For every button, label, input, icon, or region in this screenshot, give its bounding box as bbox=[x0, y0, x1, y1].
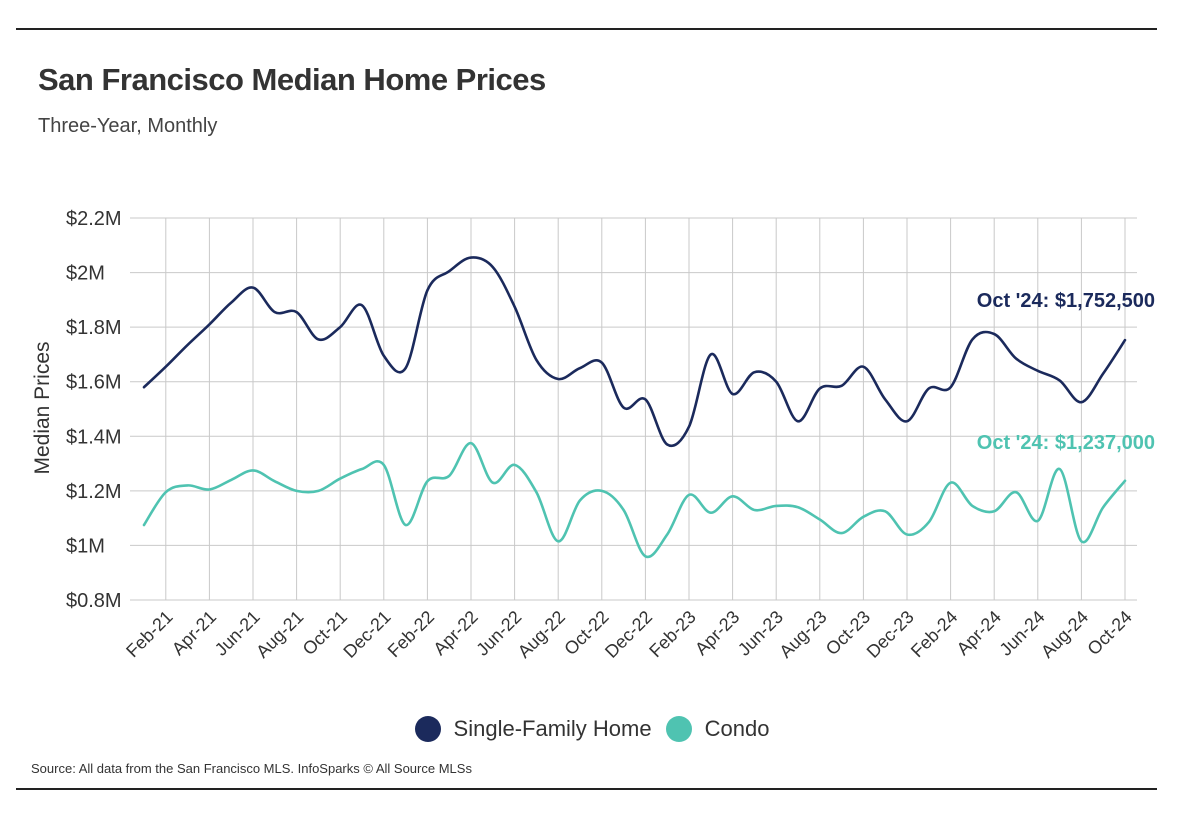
y-tick-label: $1.2M bbox=[66, 481, 122, 503]
x-tick-label: Dec-23 bbox=[863, 607, 918, 662]
annotations: Oct '24: $1,752,500 Oct '24: $1,237,000 bbox=[977, 290, 1155, 454]
bottom-rule bbox=[16, 788, 1157, 790]
x-tick-label: Oct-24 bbox=[1083, 607, 1135, 659]
x-tick-label: Aug-24 bbox=[1037, 607, 1092, 662]
x-tick-label: Aug-23 bbox=[775, 607, 830, 662]
series-line-condo bbox=[142, 441, 1127, 559]
x-tick-label: Aug-21 bbox=[252, 607, 307, 662]
x-tick-label: Feb-23 bbox=[645, 607, 699, 661]
chart-title: San Francisco Median Home Prices bbox=[38, 62, 546, 97]
source-note: Source: All data from the San Francisco … bbox=[31, 761, 472, 776]
series-line-single-family-home bbox=[142, 256, 1127, 448]
line-chart: $0.8M $1M $1.2M $1.4M $1.6M $1.8M $2M $2.2M Feb… bbox=[31, 208, 1155, 662]
y-tick-label: $0.8M bbox=[66, 590, 122, 612]
y-tick-label: $1.4M bbox=[66, 426, 122, 448]
y-tick-label: $2.2M bbox=[66, 208, 122, 230]
y-tick-label: $1.6M bbox=[66, 372, 122, 394]
legend: Single-Family Home Condo bbox=[0, 716, 1184, 742]
x-tick-label: Apr-23 bbox=[691, 607, 743, 659]
x-tick-label: Aug-22 bbox=[514, 607, 569, 662]
legend-label-condo: Condo bbox=[704, 716, 770, 741]
legend-item-condo: Condo bbox=[665, 716, 770, 742]
x-tick-label: Feb-21 bbox=[122, 607, 176, 661]
y-tick-label: $1M bbox=[66, 535, 105, 557]
y-tick-label: $2M bbox=[66, 263, 105, 285]
series-lines bbox=[142, 256, 1127, 559]
legend-swatch-condo bbox=[665, 716, 692, 742]
y-axis-ticks: $0.8M $1M $1.2M $1.4M $1.6M $1.8M $2M $2.2M bbox=[66, 208, 122, 612]
x-tick-label: Apr-24 bbox=[953, 607, 1005, 659]
x-tick-label: Apr-22 bbox=[429, 607, 481, 659]
gridlines bbox=[130, 217, 1137, 601]
legend-item-single-family: Single-Family Home bbox=[414, 716, 652, 742]
x-tick-label: Dec-21 bbox=[339, 607, 394, 662]
x-tick-label: Dec-22 bbox=[601, 607, 656, 662]
chart-subtitle: Three-Year, Monthly bbox=[38, 115, 218, 137]
x-axis-ticks: Feb-21Apr-21Jun-21Aug-21Oct-21Dec-21Feb-… bbox=[122, 607, 1136, 662]
x-tick-label: Apr-21 bbox=[168, 607, 220, 659]
annotation-single-family-home: Oct '24: $1,752,500 bbox=[977, 290, 1155, 312]
x-tick-label: Feb-22 bbox=[384, 607, 438, 661]
y-axis-label: Median Prices bbox=[31, 341, 54, 474]
top-rule bbox=[16, 28, 1157, 30]
x-tick-label: Feb-24 bbox=[907, 607, 961, 661]
legend-swatch-single-family bbox=[414, 716, 441, 742]
legend-label-single-family: Single-Family Home bbox=[453, 716, 652, 741]
annotation-condo: Oct '24: $1,237,000 bbox=[977, 432, 1155, 454]
y-tick-label: $1.8M bbox=[66, 317, 122, 339]
